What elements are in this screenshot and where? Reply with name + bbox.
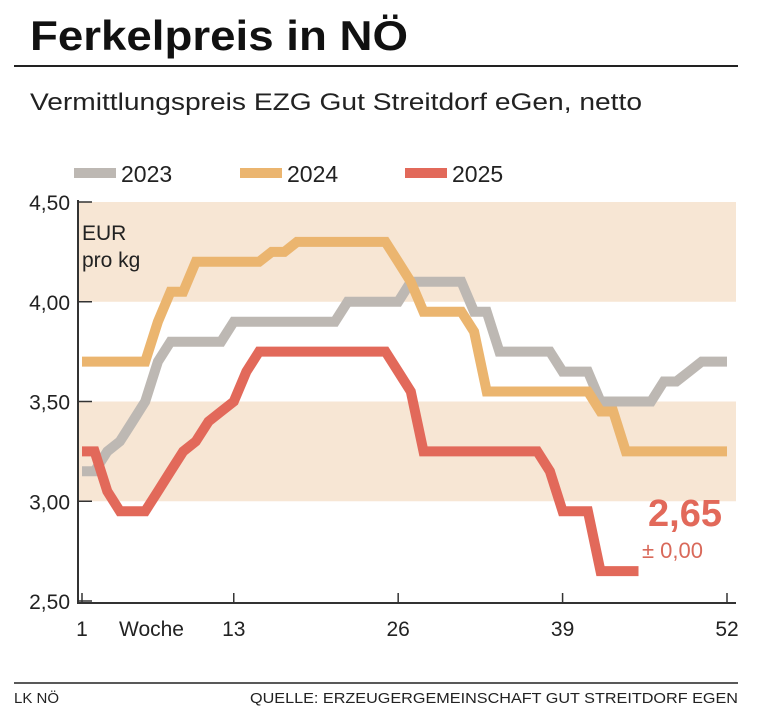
- x-axis-label: Woche: [119, 618, 184, 641]
- series-line-2025: [82, 346, 639, 577]
- chart-title: Ferkelpreis in NÖ: [30, 12, 408, 59]
- series-line-2023: [82, 276, 727, 477]
- latest-value-annotation: 2,65: [648, 493, 722, 535]
- legend: 2023 2024 2025: [74, 161, 503, 187]
- series-line-2024: [82, 236, 727, 457]
- x-tick-label: 39: [551, 618, 574, 641]
- y-tick-label: 4,00: [29, 292, 70, 315]
- legend-label-2024: 2024: [287, 161, 338, 187]
- x-tick-label: 1: [76, 618, 88, 641]
- footer-left: LK NÖ: [14, 689, 59, 707]
- y-tick-label: 3,50: [29, 392, 70, 415]
- x-tick-label: 26: [386, 618, 409, 641]
- x-tick-label: 52: [715, 618, 738, 641]
- legend-swatch-2024: [240, 168, 282, 178]
- unit-label-per-kg: pro kg: [82, 249, 140, 272]
- shaded-bands: [78, 202, 736, 502]
- footer-source: QUELLE: ERZEUGERGEMEINSCHAFT GUT STREITD…: [250, 690, 738, 707]
- legend-swatch-2025: [405, 168, 447, 178]
- x-tick-label: 13: [222, 618, 245, 641]
- legend-label-2025: 2025: [452, 161, 503, 187]
- axes: 2,50 3,00 3,50 4,00 4,50 1 13 26 39 52: [29, 192, 739, 641]
- series-lines: [82, 236, 727, 577]
- unit-label-eur: EUR: [82, 222, 126, 245]
- chart-subtitle: Vermittlungspreis EZG Gut Streitdorf eGe…: [30, 89, 642, 116]
- legend-swatch-2023: [74, 168, 116, 178]
- legend-label-2023: 2023: [121, 161, 172, 187]
- y-tick-label: 2,50: [29, 591, 70, 614]
- change-annotation: ± 0,00: [642, 538, 703, 563]
- y-tick-label: 3,00: [29, 491, 70, 514]
- y-tick-label: 4,50: [29, 192, 70, 215]
